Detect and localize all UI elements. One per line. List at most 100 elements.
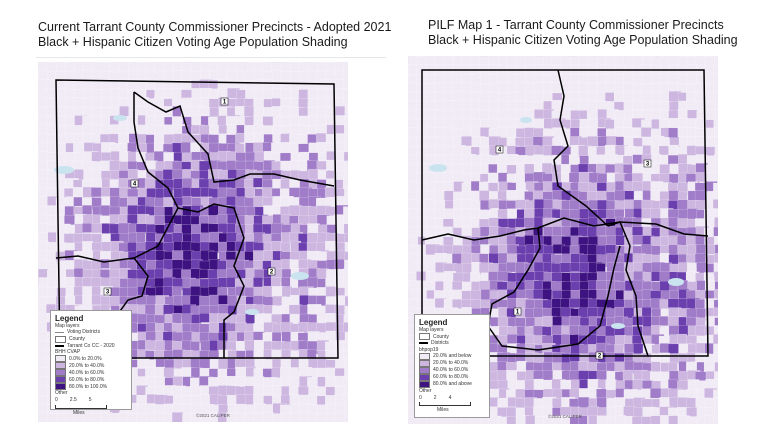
voting-district-tile	[677, 245, 689, 255]
voting-district-tile	[342, 277, 348, 292]
voting-district-tile	[714, 217, 718, 231]
voting-district-tile	[533, 261, 544, 273]
voting-district-tile	[714, 271, 718, 286]
voting-district-tile	[182, 196, 193, 206]
voting-district-tile	[343, 206, 348, 217]
voting-district-tile	[307, 223, 320, 234]
voting-district-tile	[343, 151, 348, 162]
voting-district-tile	[479, 190, 491, 202]
left-legend-other: Other	[55, 390, 68, 397]
left-map[interactable]: 1 2 3 4 Legend Map layers Voting Distric…	[38, 62, 348, 422]
voting-district-tile	[343, 97, 348, 109]
left-legend-voting-districts: Voting Districts	[55, 329, 127, 335]
voting-district-tile	[344, 169, 348, 182]
voting-district-tile	[561, 272, 572, 283]
voting-district-tile	[713, 288, 718, 302]
voting-district-tile	[181, 386, 193, 396]
voting-district-tile	[38, 403, 49, 414]
voting-district-tile	[651, 271, 661, 282]
voting-district-tile	[344, 124, 348, 138]
left-legend-layers-heading: Map layers	[55, 323, 80, 329]
voting-district-tile	[64, 188, 74, 198]
voting-district-tile	[668, 415, 679, 424]
title-divider	[36, 57, 386, 58]
voting-district-tile	[343, 78, 348, 89]
right-county-boundary	[421, 69, 709, 357]
voting-district-tile	[541, 162, 553, 174]
voting-district-tile	[525, 415, 536, 424]
voting-district-tile	[667, 155, 680, 166]
right-precinct-boundary-3	[421, 227, 621, 351]
voting-district-tile	[307, 232, 319, 244]
voting-district-tile	[606, 415, 617, 424]
voting-district-tile	[506, 126, 517, 138]
voting-district-tile	[713, 389, 718, 401]
voting-district-tile	[38, 260, 48, 271]
voting-district-tile	[344, 286, 348, 299]
right-map[interactable]: 1 2 3 4 Legend Map layers County Distric…	[408, 56, 718, 424]
right-legend-class-3: 40.0% to 60.0%	[419, 366, 485, 374]
voting-district-tile	[525, 90, 536, 101]
voting-district-tile	[271, 332, 282, 343]
voting-district-tile	[632, 235, 643, 245]
right-legend-other: Other	[419, 387, 432, 394]
voting-district-tile	[127, 116, 137, 126]
right-copyright: ©2021 CALIPER	[548, 414, 582, 419]
voting-district-tile	[713, 182, 718, 193]
voting-district-tile	[640, 127, 653, 138]
voting-district-tile	[713, 325, 718, 338]
right-legend-scale-ticks: 0 2 4	[419, 395, 452, 402]
left-precinct-label-2: 2	[267, 267, 276, 276]
left-map-shading	[38, 62, 348, 422]
left-copyright: ©2021 CALIPER	[196, 413, 230, 418]
right-legend-class-4: 60.0% to 80.0%	[419, 373, 485, 381]
swatch	[55, 376, 66, 384]
voting-district-tile	[480, 127, 490, 138]
voting-district-tile	[344, 357, 348, 370]
voting-district-tile	[532, 154, 544, 165]
svg-text:3: 3	[106, 290, 110, 296]
voting-district-tile	[343, 62, 348, 75]
svg-text:4: 4	[133, 182, 137, 188]
voting-district-tile	[244, 70, 255, 81]
voting-district-tile	[452, 82, 464, 92]
voting-district-tile	[344, 196, 348, 208]
left-precinct-label-1: 1	[220, 97, 229, 106]
right-precinct-label-2: 2	[595, 351, 604, 360]
voting-district-tile	[235, 412, 245, 422]
voting-district-tile	[713, 307, 718, 321]
voting-district-tile	[145, 115, 156, 126]
voting-district-tile	[298, 115, 309, 127]
voting-district-tile	[713, 164, 718, 179]
voting-district-tile	[714, 253, 718, 264]
voting-district-tile	[714, 405, 718, 418]
voting-district-tile	[343, 214, 348, 228]
left-map-water	[54, 115, 309, 315]
voting-district-tile	[497, 126, 508, 137]
voting-district-tile	[714, 371, 718, 384]
voting-district-tile	[686, 416, 698, 424]
voting-district-tile	[506, 261, 516, 273]
svg-text:1: 1	[516, 310, 520, 316]
voting-district-tile	[714, 136, 718, 147]
voting-district-tile	[668, 217, 679, 228]
voting-district-tile	[343, 268, 348, 282]
swatch	[419, 352, 430, 360]
voting-district-tile	[325, 240, 336, 251]
voting-district-tile	[650, 388, 662, 399]
voting-district-tile	[262, 411, 274, 422]
voting-district-tile	[342, 341, 348, 351]
left-county-boundary	[55, 79, 339, 359]
voting-district-tile	[669, 370, 680, 381]
voting-district-tile	[578, 415, 588, 424]
voting-district-tile	[253, 339, 265, 352]
voting-district-tile	[667, 343, 679, 354]
voting-district-tile	[713, 299, 718, 314]
voting-district-tile	[587, 334, 598, 346]
right-precinct-label-1: 1	[513, 307, 522, 316]
voting-district-tile	[452, 253, 462, 265]
voting-district-tile	[597, 109, 608, 120]
voting-district-tile	[498, 100, 508, 110]
voting-district-tile	[344, 331, 348, 344]
voting-district-tile	[498, 172, 509, 183]
